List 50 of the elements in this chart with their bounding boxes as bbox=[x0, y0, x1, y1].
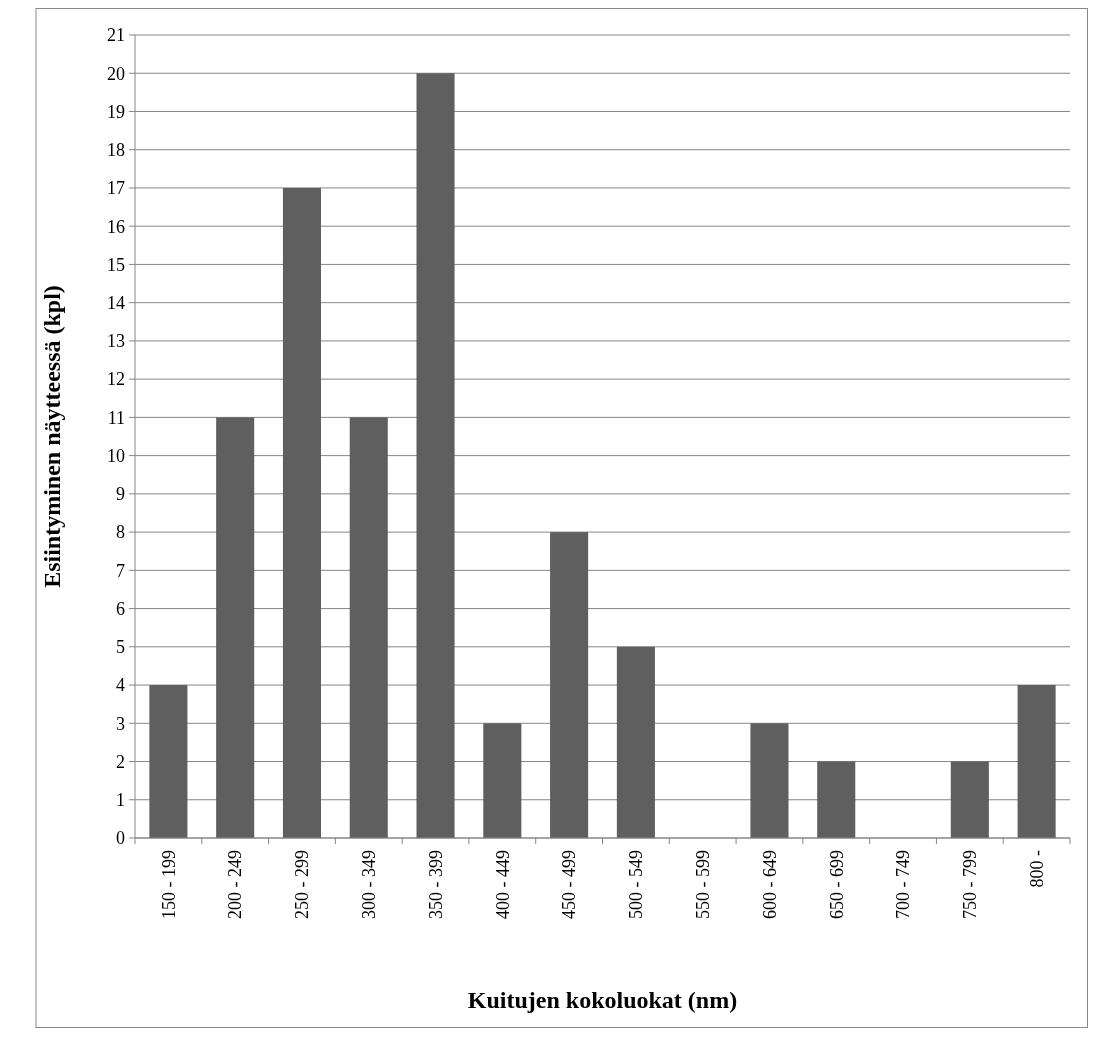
bar bbox=[282, 187, 321, 838]
y-tick-label: 5 bbox=[116, 637, 125, 658]
x-tick-label: 200 - 249 bbox=[225, 850, 246, 919]
y-tick-label: 17 bbox=[107, 178, 125, 199]
bar bbox=[1017, 685, 1056, 838]
y-tick-label: 10 bbox=[107, 445, 125, 466]
bar bbox=[817, 761, 856, 838]
y-tick-label: 7 bbox=[116, 560, 125, 581]
x-tick-label: 750 - 799 bbox=[960, 850, 981, 919]
x-tick-label: 150 - 199 bbox=[158, 850, 179, 919]
x-tick-label: 550 - 599 bbox=[692, 850, 713, 919]
x-axis-title: Kuitujen kokoluokat (nm) bbox=[467, 987, 738, 1013]
y-tick-label: 1 bbox=[116, 790, 125, 811]
y-tick-label: 3 bbox=[116, 713, 125, 734]
bar bbox=[416, 73, 455, 838]
bar bbox=[550, 532, 589, 838]
y-tick-label: 15 bbox=[107, 254, 125, 275]
y-tick-label: 2 bbox=[116, 751, 125, 772]
x-tick-label: 800 - bbox=[1026, 850, 1047, 888]
x-tick-label: 600 - 649 bbox=[759, 850, 780, 919]
y-tick-label: 20 bbox=[107, 63, 125, 84]
bar bbox=[349, 417, 388, 838]
x-tick-label: 300 - 349 bbox=[359, 850, 380, 919]
y-tick-label: 19 bbox=[107, 101, 125, 122]
x-tick-label: 250 - 299 bbox=[292, 850, 313, 919]
bar bbox=[750, 723, 789, 838]
y-tick-label: 8 bbox=[116, 522, 125, 543]
bar bbox=[149, 685, 188, 838]
bar bbox=[950, 761, 989, 838]
y-tick-label: 21 bbox=[107, 25, 125, 46]
bar bbox=[483, 723, 522, 838]
x-tick-label: 450 - 499 bbox=[559, 850, 580, 919]
y-tick-label: 4 bbox=[116, 675, 125, 696]
y-tick-label: 16 bbox=[107, 216, 125, 237]
bar bbox=[616, 646, 655, 838]
y-tick-label: 6 bbox=[116, 598, 125, 619]
x-tick-label: 650 - 699 bbox=[826, 850, 847, 919]
y-tick-label: 12 bbox=[107, 369, 125, 390]
y-tick-label: 11 bbox=[107, 407, 125, 428]
x-tick-label: 350 - 399 bbox=[425, 850, 446, 919]
x-tick-label: 500 - 549 bbox=[626, 850, 647, 919]
y-axis-title: Esiintyminen näytteessä (kpl) bbox=[39, 285, 65, 588]
y-tick-label: 14 bbox=[107, 292, 125, 313]
bar bbox=[216, 417, 255, 838]
y-tick-label: 0 bbox=[116, 828, 125, 849]
x-tick-label: 400 - 449 bbox=[492, 850, 513, 919]
y-tick-label: 13 bbox=[107, 331, 125, 352]
x-tick-label: 700 - 749 bbox=[893, 850, 914, 919]
y-tick-label: 9 bbox=[116, 484, 125, 505]
y-tick-label: 18 bbox=[107, 140, 125, 161]
